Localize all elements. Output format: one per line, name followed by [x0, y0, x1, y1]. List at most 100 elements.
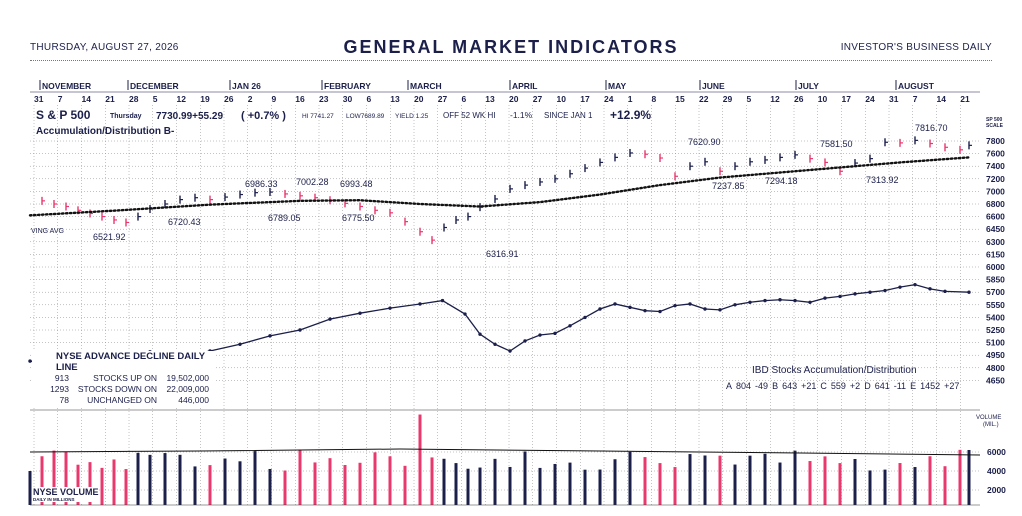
volume-bar [658, 463, 662, 505]
quote-since-value: +12.9% [610, 108, 651, 122]
volume-bar [538, 467, 542, 505]
publisher-label: INVESTOR'S BUSINESS DAILY [840, 42, 992, 53]
advance-decline-point [703, 307, 707, 311]
quote-yield: YIELD 1.25 [395, 113, 429, 120]
volume-tick-label: 6000 [987, 447, 1006, 457]
volume-bar [898, 463, 902, 505]
day-tick-label: 12 [177, 94, 187, 104]
price-tick-label: 7400 [986, 161, 1005, 171]
price-tick-label: 4650 [986, 375, 1005, 385]
price-tick-label: 7600 [986, 149, 1005, 159]
volume-bar [838, 463, 842, 505]
price-axis-subtitle: SCALE [986, 123, 1004, 129]
volume-axis-subtitle: (MIL.) [983, 422, 999, 428]
month-label: NOVEMBER [42, 81, 91, 91]
volume-bar [823, 456, 827, 505]
volume-bar [403, 465, 407, 505]
day-tick-label: 10 [557, 94, 567, 104]
advance-row: 913 STOCKS UP ON 19,502,000 [32, 373, 214, 384]
advance-decline-point [943, 289, 947, 294]
price-annotation: 7581.50 [820, 139, 853, 149]
advance-decline-point [808, 300, 812, 304]
volume-bar [430, 457, 434, 505]
day-tick-label: 23 [319, 94, 329, 104]
ibd-accum-row: A 804 -49 B 643 +21 C 559 +2 D 641 -11 E 1452 +27 [726, 381, 963, 391]
volume-bar [193, 466, 197, 505]
volume-bar [178, 454, 182, 505]
unchanged-volume: 446,000 [178, 395, 209, 405]
volume-bar [64, 451, 68, 505]
quote-off52-value: -1.1% [510, 110, 533, 120]
volume-bar [52, 450, 56, 505]
day-tick-label: 21 [105, 94, 115, 104]
volume-bar [913, 467, 917, 505]
price-annotation: 6720.43 [168, 217, 201, 227]
advance-decline-point [613, 302, 617, 306]
volume-bar [688, 454, 692, 505]
volume-bar [568, 462, 572, 505]
price-tick-label: 7800 [986, 136, 1005, 146]
day-tick-label: 29 [723, 94, 733, 104]
ibd-accum-cell: +2 [849, 381, 861, 391]
volume-bar [313, 462, 317, 505]
day-tick-label: 31 [34, 94, 44, 104]
volume-bar [613, 459, 617, 505]
volume-bar [343, 465, 347, 505]
advance-decline-point [658, 309, 662, 314]
volume-bar [523, 451, 527, 505]
month-label: AUGUST [898, 81, 935, 91]
advance-count: 913 [54, 373, 69, 383]
advance-decline-point [838, 294, 842, 299]
day-tick-label: 10 [818, 94, 828, 104]
volume-bar [673, 467, 677, 505]
day-tick-label: 7 [913, 94, 918, 104]
day-tick-label: 27 [438, 94, 448, 104]
ibd-accum-cell: 559 [830, 381, 846, 391]
volume-bar [628, 451, 632, 505]
day-tick-label: 24 [604, 94, 614, 104]
ibd-accum-cell: E [910, 381, 917, 391]
price-tick-label: 5400 [986, 312, 1005, 322]
decline-count: 1293 [50, 384, 69, 394]
moving-average-line [28, 156, 971, 217]
advance-decline-point [238, 342, 242, 346]
advance-decline-point [748, 300, 752, 304]
volume-bar [793, 450, 797, 505]
price-annotation: 7237.85 [712, 181, 745, 191]
day-tick-label: 13 [485, 94, 495, 104]
advance-decline-point [478, 332, 482, 336]
ibd-accum-cell: D [864, 381, 871, 391]
advance-label: STOCKS UP ON [93, 373, 157, 383]
ibd-accum-cell: 1452 [920, 381, 941, 391]
day-tick-label: 15 [675, 94, 685, 104]
quote-off52: OFF 52 WK HI [443, 111, 495, 120]
day-tick-label: 22 [699, 94, 709, 104]
nyse-volume-label: NYSE VOLUME DAILY IN MILLIONS [33, 487, 99, 502]
advance-volume: 19,502,000 [166, 373, 209, 383]
advance-decline-point [823, 296, 827, 300]
day-tick-label: 14 [82, 94, 92, 104]
price-annotation: 7313.92 [866, 175, 899, 185]
ibd-accum-cell: 643 [782, 381, 798, 391]
quote-close: 7730.99+55.29 [156, 111, 223, 122]
unchanged-row: 78 UNCHANGED ON 446,000 [32, 395, 214, 406]
month-label: JULY [798, 81, 819, 91]
volume-bar [112, 459, 116, 505]
advance-decline-point [898, 285, 902, 289]
volume-bar [763, 453, 767, 505]
day-tick-label: 13 [390, 94, 400, 104]
volume-bar [598, 469, 602, 505]
volume-average-line [29, 448, 981, 456]
unchanged-count: 78 [59, 395, 69, 405]
price-annotation: 7002.28 [296, 177, 329, 187]
volume-bar [136, 452, 140, 505]
volume-bar [928, 456, 932, 505]
day-tick-label: 20 [509, 94, 519, 104]
price-annotation: 6316.91 [486, 249, 519, 259]
day-tick-label: 26 [794, 94, 804, 104]
volume-bar [28, 471, 32, 505]
day-tick-label: 27 [533, 94, 543, 104]
ibd-accum-cell: 641 [874, 381, 890, 391]
volume-bar [388, 456, 392, 505]
